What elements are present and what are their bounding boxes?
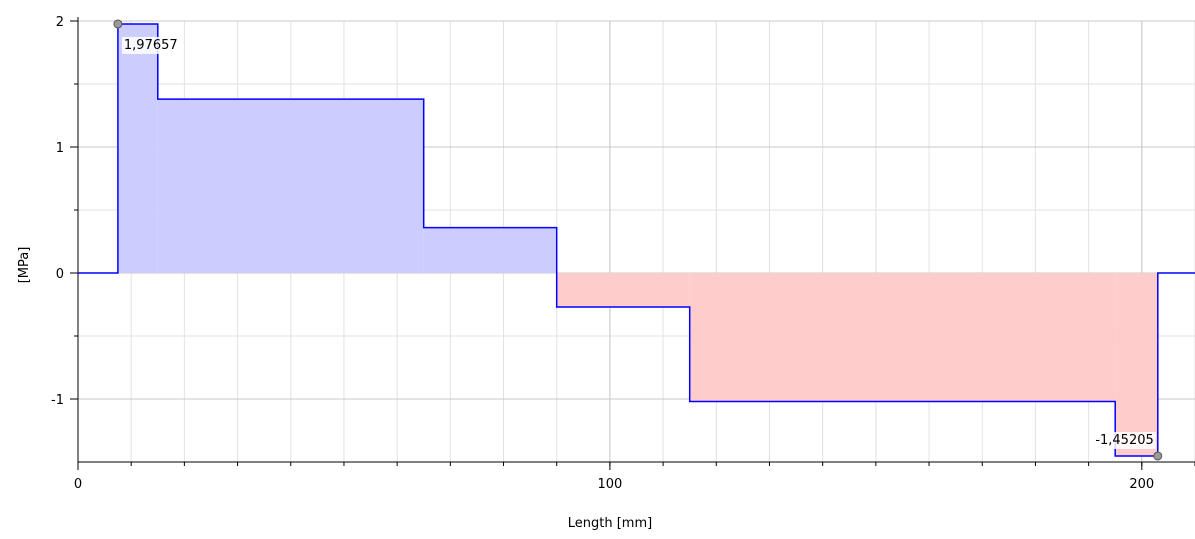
positive-area-segment — [117, 23, 158, 274]
x-tick-label: 100 — [597, 477, 622, 492]
positive-area-segment — [423, 227, 557, 273]
positive-area-segment — [157, 99, 424, 274]
annotations: 1,97657 -1,45205 — [113, 19, 1163, 461]
y-tick-label: 1 — [56, 141, 64, 156]
x-tick-label: 0 — [74, 477, 82, 492]
series-line — [78, 23, 1195, 457]
negative-area-segment — [1115, 273, 1158, 456]
annotation-marker — [1153, 451, 1163, 461]
annotation-label: 1,97657 — [124, 38, 178, 53]
annotation-marker — [113, 19, 123, 29]
negative-area-segment — [556, 273, 690, 308]
annotation-label: -1,45205 — [1095, 433, 1153, 448]
y-tick-label: 0 — [56, 267, 64, 282]
negative-area-segment — [689, 273, 1116, 402]
annotation-label-background — [121, 36, 180, 54]
x-axis-title: Length [mm] — [568, 516, 652, 531]
stress-step-line — [78, 23, 1195, 457]
y-tick-label: 2 — [56, 15, 64, 30]
y-axis-title: [MPa] — [17, 247, 32, 284]
annotation-label-background — [1093, 431, 1156, 449]
y-tick-label: -1 — [51, 393, 64, 408]
axes: 0 100 200 -1 0 1 2 — [51, 15, 1195, 492]
x-tick-label: 200 — [1129, 477, 1154, 492]
area-fills — [117, 23, 1158, 456]
